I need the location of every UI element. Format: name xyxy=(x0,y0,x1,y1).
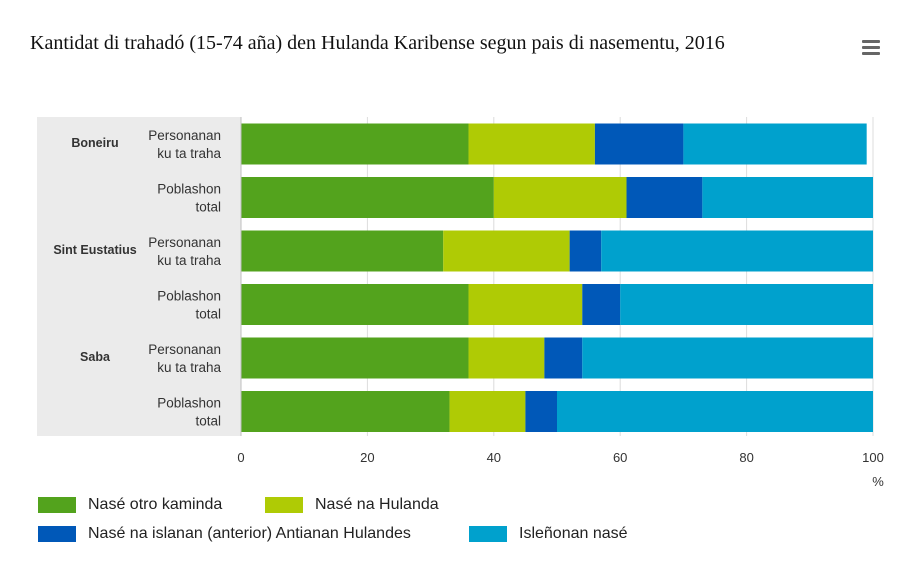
bar-segment xyxy=(683,123,867,165)
row-label: total xyxy=(195,414,221,429)
row-label: ku ta traha xyxy=(157,253,221,268)
bar-segment xyxy=(582,284,621,325)
legend-label: Isleñonan nasé xyxy=(519,525,628,542)
row-label: ku ta traha xyxy=(157,146,221,161)
bar-segment xyxy=(544,337,583,379)
legend-swatch xyxy=(38,497,76,513)
x-tick-label: 0 xyxy=(237,450,244,465)
group-label: Sint Eustatius xyxy=(53,243,136,257)
bar-segment xyxy=(241,337,469,379)
x-tick-label: 40 xyxy=(487,450,501,465)
chart-title: Kantidat di trahadó (15-74 aña) den Hula… xyxy=(30,32,725,54)
row-label: Poblashon xyxy=(157,289,221,304)
bar-segment xyxy=(241,123,469,165)
hamburger-menu-icon[interactable] xyxy=(862,40,880,56)
legend-item-other[interactable]: Nasé otro kaminda xyxy=(38,496,222,514)
x-tick-label: 80 xyxy=(739,450,753,465)
row-label: Poblashon xyxy=(157,396,221,411)
legend-label: Nasé otro kaminda xyxy=(88,496,223,513)
legend-label: Nasé na Hulanda xyxy=(315,496,439,513)
bar-segment xyxy=(241,391,450,432)
bar-segment xyxy=(569,230,602,272)
row-label: Poblashon xyxy=(157,182,221,197)
bar-segment xyxy=(449,391,526,432)
legend-swatch xyxy=(265,497,303,513)
bar-segment xyxy=(702,177,873,218)
category-band xyxy=(37,117,241,436)
row-label: total xyxy=(195,307,221,322)
row-label: Personanan xyxy=(148,342,221,357)
group-label: Saba xyxy=(80,350,111,364)
bar-segment xyxy=(601,230,873,272)
x-tick-label: 100 xyxy=(862,450,884,465)
row-label: Personanan xyxy=(148,235,221,250)
row-label: ku ta traha xyxy=(157,360,221,375)
x-tick-label: 60 xyxy=(613,450,627,465)
legend-swatch xyxy=(38,526,76,542)
x-axis-label: % xyxy=(872,474,884,489)
bar-segment xyxy=(241,230,444,272)
bar-segment xyxy=(525,391,557,432)
bar-segment xyxy=(626,177,703,218)
x-tick-label: 20 xyxy=(360,450,374,465)
legend-item-netherlands[interactable]: Nasé na Hulanda xyxy=(265,496,439,514)
bar-segment xyxy=(582,337,873,379)
bar-segment xyxy=(468,337,545,379)
legend-item-antilles[interactable]: Nasé na islanan (anterior) Antianan Hula… xyxy=(38,525,411,543)
row-label: Personanan xyxy=(148,128,221,143)
bar-segment xyxy=(241,177,494,218)
legend-item-islanders[interactable]: Isleñonan nasé xyxy=(469,525,628,543)
row-label: total xyxy=(195,200,221,215)
bar-segment xyxy=(620,284,873,325)
legend-label: Nasé na islanan (anterior) Antianan Hula… xyxy=(88,525,411,542)
bar-segment xyxy=(443,230,570,272)
bar-segment xyxy=(241,284,469,325)
bar-segment xyxy=(468,284,583,325)
bar-segment xyxy=(468,123,595,165)
group-label: Boneiru xyxy=(71,136,118,150)
legend-swatch xyxy=(469,526,507,542)
bar-segment xyxy=(493,177,627,218)
bar-segment xyxy=(557,391,873,432)
bar-segment xyxy=(594,123,684,165)
